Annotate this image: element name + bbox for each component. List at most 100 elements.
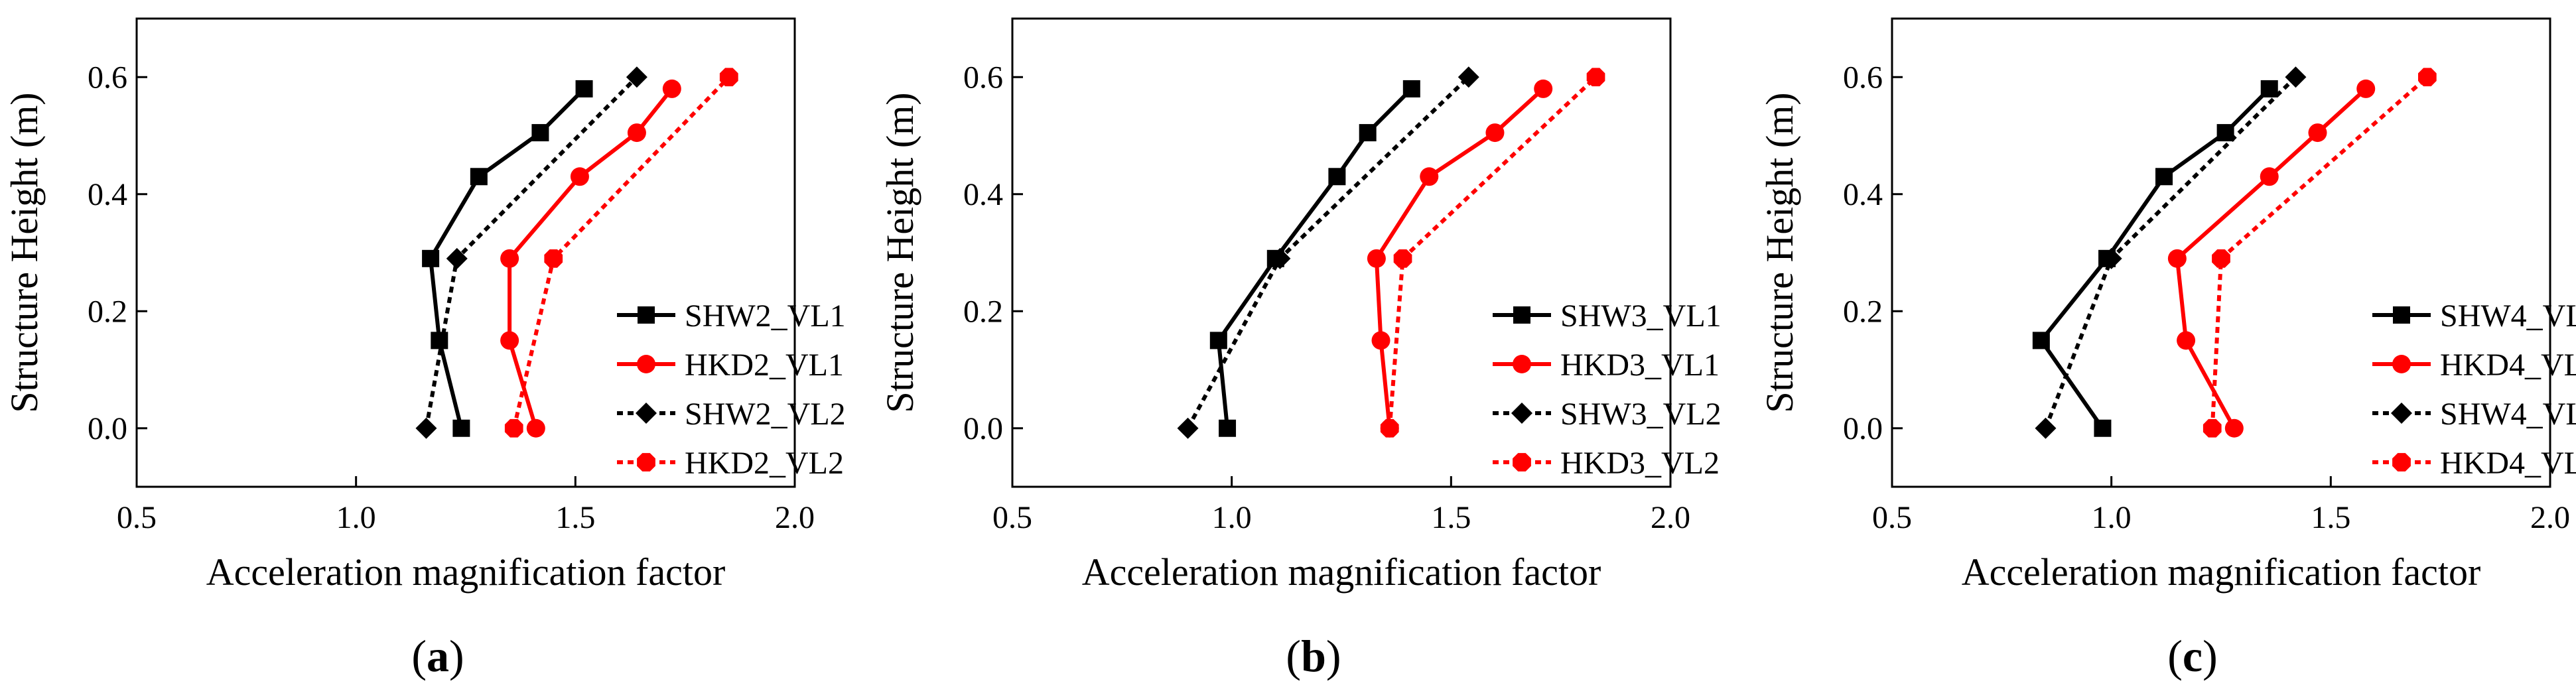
data-point — [1586, 68, 1605, 87]
data-point — [1359, 124, 1377, 142]
series-SHW4_VL2 — [2035, 66, 2307, 439]
legend: SHW2_VL1 HKD2_VL1 SHW2_VL2 HKD2_VL2 — [617, 298, 846, 481]
caption-letter: b — [1301, 631, 1326, 681]
data-point — [2100, 247, 2122, 269]
data-point — [2167, 249, 2187, 268]
y-axis-label: Structure Height (m) — [1758, 92, 1801, 413]
data-point — [2032, 332, 2050, 350]
legend-marker — [637, 355, 655, 373]
data-point — [2177, 331, 2196, 350]
data-point — [504, 418, 523, 438]
data-point — [2308, 123, 2327, 143]
data-point — [1457, 66, 1479, 88]
legend-label: HKD4_VL2 — [2440, 446, 2576, 481]
series-HKD3_VL2 — [1380, 68, 1605, 438]
x-tick-label: 1.5 — [2311, 500, 2350, 535]
x-axis-label: Acceleration magnification factor — [1082, 550, 1601, 594]
data-point — [415, 417, 437, 439]
data-point — [2224, 418, 2244, 438]
data-point — [526, 418, 545, 438]
y-tick-label: 0.4 — [963, 177, 1003, 212]
legend-marker — [2392, 355, 2411, 373]
caption-close: ) — [1326, 631, 1341, 681]
x-tick-label: 2.0 — [1651, 500, 1690, 535]
data-point — [470, 168, 488, 186]
chart-panel-a: 0.5 1.0 1.5 2.0 0.0 0.2 0.4 0.6 Acceleration mag… — [3, 17, 846, 681]
data-point — [452, 419, 470, 437]
x-tick-label: 0.5 — [992, 500, 1032, 535]
legend-marker — [1513, 355, 1531, 373]
data-point — [627, 123, 646, 143]
series-SHW2_VL2 — [415, 66, 647, 439]
data-point — [2203, 418, 2222, 438]
data-point — [1269, 247, 1291, 269]
y-axis-label: Structure Height (m) — [878, 92, 921, 413]
data-point — [1485, 123, 1505, 143]
x-tick-label: 0.5 — [117, 500, 157, 535]
data-point — [2260, 80, 2278, 97]
data-point — [2155, 168, 2173, 186]
series-SHW3_VL2 — [1177, 66, 1479, 439]
caption-open: ( — [2167, 631, 2183, 681]
data-point — [719, 68, 738, 87]
series-HKD2_VL1 — [500, 79, 681, 438]
caption-close: ) — [2203, 631, 2218, 681]
data-point — [2260, 167, 2279, 186]
data-point — [2356, 79, 2376, 98]
x-tick-label: 1.0 — [1212, 500, 1252, 535]
legend-label: HKD4_VL1 — [2440, 348, 2576, 383]
data-point — [1177, 417, 1199, 439]
legend-label: HKD3_VL1 — [1560, 348, 1720, 383]
series-HKD4_VL2 — [2203, 68, 2437, 438]
y-tick-label: 0.4 — [1843, 177, 1883, 212]
legend-marker — [2392, 453, 2411, 472]
series-SHW3_VL1 — [1209, 80, 1420, 437]
data-point — [422, 249, 440, 267]
panel-caption: (c) — [2167, 631, 2218, 681]
chart-panel-b: 0.5 1.0 1.5 2.0 0.0 0.2 0.4 0.6 Acceleration mag… — [878, 17, 1722, 681]
data-point — [1328, 168, 1346, 186]
legend-marker — [2393, 306, 2410, 324]
caption-letter: c — [2183, 631, 2203, 681]
x-tick-label: 1.0 — [2092, 500, 2132, 535]
legend-label: SHW4_VL2 — [2440, 397, 2576, 432]
legend-label: HKD2_VL2 — [685, 446, 844, 481]
data-point — [662, 79, 681, 98]
data-point — [500, 249, 519, 268]
legend-marker — [2391, 403, 2412, 424]
plot-frame — [1891, 17, 2551, 488]
x-axis-label: Acceleration magnification factor — [206, 550, 726, 594]
series-line — [508, 88, 674, 429]
data-point — [575, 80, 593, 97]
x-tick-label: 0.5 — [1872, 500, 1912, 535]
data-point — [2285, 66, 2307, 88]
chart-panel-c: 0.5 1.0 1.5 2.0 0.0 0.2 0.4 0.6 Acceleration mag… — [1758, 17, 2576, 681]
series-line — [1186, 76, 1470, 430]
data-point — [446, 247, 468, 269]
x-axis-label: Acceleration magnification factor — [1962, 550, 2481, 594]
plot-frame — [135, 17, 796, 488]
data-point — [2418, 68, 2437, 87]
y-tick-label: 0.0 — [1843, 411, 1883, 446]
series-line — [1374, 87, 1545, 429]
legend: SHW3_VL1 HKD3_VL1 SHW3_VL2 HKD3_VL2 — [1493, 298, 1722, 481]
caption-open: ( — [1286, 631, 1301, 681]
series-HKD2_VL2 — [504, 68, 738, 438]
legend-label: SHW3_VL2 — [1560, 397, 1722, 432]
panel-caption: (a) — [411, 631, 464, 681]
data-point — [2212, 249, 2230, 268]
x-tick-label: 1.0 — [336, 500, 376, 535]
data-point — [544, 249, 563, 268]
series-HKD4_VL1 — [2167, 79, 2376, 438]
data-point — [570, 167, 589, 186]
data-point — [500, 331, 519, 350]
x-tick-label: 1.5 — [1431, 500, 1471, 535]
caption-letter: a — [427, 631, 449, 681]
series-line — [2175, 87, 2368, 430]
data-point — [431, 332, 448, 350]
y-tick-label: 0.2 — [1843, 294, 1883, 329]
y-tick-label: 0.6 — [1843, 60, 1883, 95]
data-point — [626, 66, 647, 88]
y-tick-label: 0.0 — [963, 411, 1003, 446]
legend-label: SHW2_VL2 — [685, 397, 846, 432]
